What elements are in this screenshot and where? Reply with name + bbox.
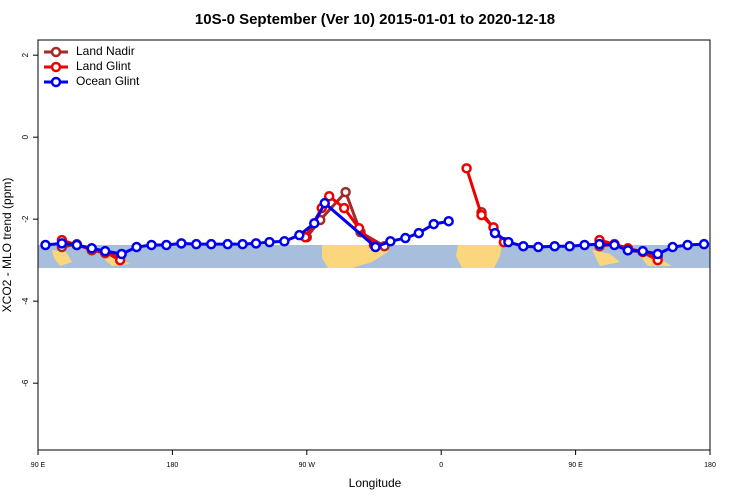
point <box>309 218 320 229</box>
legend-label: Land Nadir <box>76 44 135 58</box>
point <box>116 248 127 260</box>
point <box>250 238 262 249</box>
x-tick-label: 90 E <box>31 462 46 469</box>
point <box>503 236 514 248</box>
point <box>443 215 454 227</box>
point <box>594 238 605 250</box>
point <box>264 236 275 248</box>
plot-frame <box>37 39 711 451</box>
point <box>40 239 51 251</box>
legend-marker <box>50 61 62 73</box>
y-tick-label: -6 <box>21 379 30 387</box>
point <box>131 241 142 253</box>
point <box>476 209 487 221</box>
point <box>161 239 172 251</box>
point <box>385 236 396 247</box>
y-tick-label: -4 <box>21 297 30 305</box>
point <box>56 238 68 249</box>
point <box>533 241 544 253</box>
point <box>667 241 678 253</box>
point <box>71 239 83 251</box>
point <box>86 243 98 254</box>
x-axis-label: Longitude <box>349 476 402 490</box>
y-tick-label: 2 <box>21 52 30 57</box>
point <box>205 238 217 250</box>
point <box>294 229 305 241</box>
point <box>489 227 501 239</box>
point <box>191 238 202 250</box>
legend-marker <box>50 46 62 58</box>
point <box>176 238 187 249</box>
point <box>99 245 111 257</box>
x-tick-label: 180 <box>167 462 179 469</box>
point <box>518 240 529 252</box>
legend-label: Land Glint <box>76 59 131 73</box>
x-tick-label: 180 <box>704 462 716 469</box>
point <box>652 248 663 260</box>
point <box>237 238 248 250</box>
point <box>682 239 693 251</box>
point <box>609 239 620 251</box>
point <box>428 218 439 230</box>
legend-label: Ocean Glint <box>76 74 140 88</box>
y-tick-label: 0 <box>21 134 30 139</box>
point <box>319 197 330 209</box>
x-tick-label: 90 E <box>568 462 583 469</box>
point <box>146 239 157 251</box>
legend-marker <box>50 76 62 88</box>
point <box>549 240 560 252</box>
point <box>338 202 350 214</box>
point <box>323 190 335 202</box>
point <box>222 238 233 250</box>
y-tick-label: -2 <box>21 215 30 223</box>
point <box>413 227 425 239</box>
point <box>637 245 649 257</box>
y-axis-label: XCO2 - MLO trend (ppm) <box>0 178 14 313</box>
point <box>279 236 290 247</box>
point <box>370 241 381 253</box>
x-tick-label: 90 W <box>299 462 316 469</box>
x-tick-label: 0 <box>439 462 443 469</box>
chart-title: 10S-0 September (Ver 10) 2015-01-01 to 2… <box>195 11 555 28</box>
point <box>400 232 411 244</box>
point <box>698 238 710 250</box>
point <box>622 245 634 256</box>
point <box>461 163 472 174</box>
point <box>564 240 575 252</box>
point <box>340 186 351 198</box>
point <box>579 239 590 251</box>
